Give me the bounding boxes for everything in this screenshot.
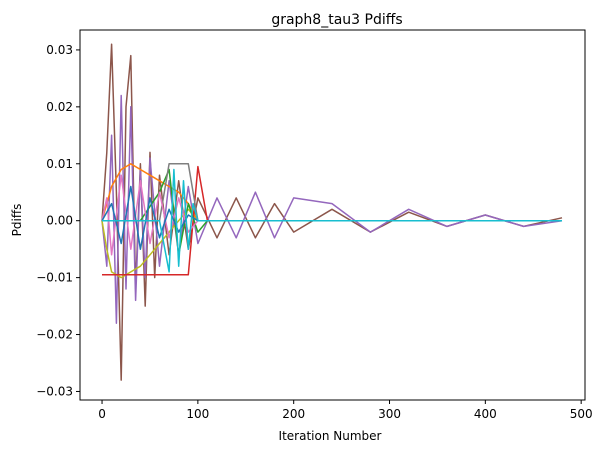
plot-frame [79,29,586,401]
y-axis: −0.03 −0.02 −0.01 0.00 0.01 0.02 0.03 [36,43,80,398]
y-tick-label: 0.03 [46,43,73,57]
y-tick-label: 0.02 [46,100,73,114]
x-tick-label: 400 [474,407,497,421]
y-tick-label: 0.00 [46,214,73,228]
chart-title: graph8_tau3 Pdiffs [271,12,402,28]
y-tick-label: −0.01 [36,271,73,285]
y-tick-label: −0.03 [36,384,73,398]
y-axis-label: Pdiffs [10,204,24,237]
x-axis-label: Iteration Number [279,429,382,443]
series-layer [101,43,563,381]
y-tick-label: 0.01 [46,157,73,171]
x-tick-label: 200 [282,407,305,421]
x-axis: 0 100 200 300 400 500 [98,400,593,421]
y-tick-label: −0.02 [36,328,73,342]
x-tick-label: 300 [378,407,401,421]
series-line-7 [101,174,199,256]
x-tick-label: 500 [570,407,593,421]
x-tick-label: 100 [186,407,209,421]
x-tick-label: 0 [98,407,106,421]
series-line-9 [102,168,562,273]
series-line-2 [101,208,199,279]
series-line-8 [101,185,199,250]
